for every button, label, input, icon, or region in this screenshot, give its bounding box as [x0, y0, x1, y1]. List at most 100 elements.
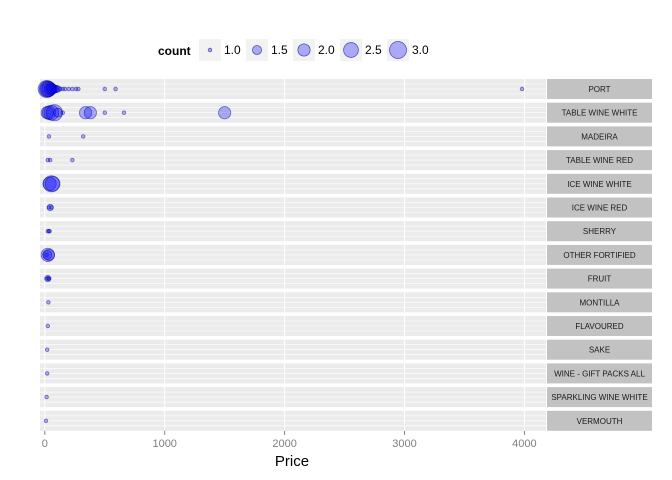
facet-panel: FRUIT: [40, 268, 652, 289]
facet-strip: [547, 268, 652, 289]
data-bubble: [79, 106, 93, 120]
data-bubble: [113, 86, 118, 92]
x-tick-label: 0: [42, 438, 48, 450]
x-axis-title: Price: [275, 453, 309, 470]
data-bubble: [44, 347, 50, 352]
facet-strip: [547, 102, 652, 123]
legend-label: 1.0: [224, 43, 241, 57]
facet-panel: VERMOUTH: [40, 410, 652, 431]
facet-panel: TABLE WINE RED: [40, 150, 652, 171]
facet-strip-label: TABLE WINE WHITE: [562, 109, 638, 118]
facet-strip: [547, 79, 652, 99]
data-bubble: [45, 323, 50, 329]
data-bubble: [44, 371, 50, 376]
data-bubble: [44, 252, 49, 258]
legend-key-bubble: [297, 43, 311, 57]
facet-strip-label: WINE - GIFT PACKS ALL: [554, 369, 645, 378]
facet-strip: [547, 173, 652, 194]
facet-strip-label: ICE WINE WHITE: [567, 180, 631, 189]
legend-key-bubble: [389, 41, 407, 59]
legend-key: [246, 39, 268, 61]
facet-panel: ICE WINE RED: [40, 197, 652, 218]
facet-panel: ICE WINE WHITE: [40, 173, 652, 194]
facet-strip: [547, 316, 652, 336]
legend-label: 2.5: [365, 43, 382, 57]
data-bubble: [80, 134, 86, 139]
facet-strip-label: SHERRY: [583, 227, 617, 236]
data-bubble: [519, 86, 525, 92]
facet-strip-label: MADEIRA: [581, 132, 618, 141]
x-tick-label: 2000: [272, 438, 296, 450]
facet-panel: WINE - GIFT PACKS ALL: [40, 363, 652, 384]
data-bubble: [46, 134, 52, 139]
data-bubble: [43, 418, 49, 423]
legend: count 1.0 1.5 2.0 2.5 3.0: [158, 39, 429, 61]
facet-panel: PORT: [37, 79, 652, 99]
facet-panel: TABLE WINE WHITE: [40, 102, 652, 123]
data-bubble: [52, 84, 61, 94]
facet-strip: [547, 292, 652, 313]
facet-strip: [547, 410, 652, 431]
facet-strip-label: TABLE WINE RED: [566, 156, 633, 165]
facet-strip: [547, 244, 652, 265]
data-bubble: [42, 249, 53, 260]
data-bubble: [102, 86, 107, 92]
facet-panel: FLAVOURED: [40, 316, 652, 336]
legend-key-bubble: [252, 45, 262, 55]
data-bubble: [44, 394, 49, 400]
facet-panel: OTHER FORTIFIED: [40, 244, 652, 265]
legend-key-bubble: [207, 47, 213, 53]
data-bubble: [46, 300, 51, 305]
facet-strip: [547, 221, 652, 242]
x-tick-label: 4000: [512, 438, 536, 450]
facet-strip-label: SAKE: [589, 346, 610, 355]
data-bubble: [218, 106, 232, 120]
data-bubble: [44, 175, 61, 192]
data-bubble: [46, 276, 52, 281]
data-bubble: [62, 86, 68, 92]
data-bubble: [53, 107, 63, 118]
legend-label: 3.0: [412, 43, 429, 57]
facet-strip: [547, 363, 652, 384]
facet-strip-label: ICE WINE RED: [572, 204, 628, 213]
facet-panel: SAKE: [40, 339, 652, 360]
data-bubble: [66, 86, 71, 92]
facet-strip: [547, 197, 652, 218]
data-bubble: [49, 205, 54, 210]
facet-strip-label: OTHER FORTIFIED: [563, 251, 636, 260]
data-bubble: [102, 110, 107, 115]
legend-title: count: [158, 44, 191, 58]
data-bubble: [47, 157, 53, 163]
legend-key-bubble: [343, 42, 359, 58]
data-bubble: [43, 248, 55, 261]
facet-strip: [547, 150, 652, 171]
data-bubble: [42, 175, 60, 193]
x-tick-label: 1000: [152, 438, 176, 450]
facet-panel: SHERRY: [40, 221, 652, 242]
data-bubble: [70, 157, 75, 163]
facet-strip-label: FLAVOURED: [575, 322, 624, 331]
facet-strip-label: SPARKLING WINE WHITE: [551, 393, 647, 402]
facet-strip-label: MONTILLA: [579, 298, 620, 307]
data-bubble: [60, 110, 65, 115]
data-bubble: [47, 228, 52, 234]
legend-key: [293, 39, 315, 61]
facet-panels: PORT TABLE WINE WHITE MADEIRA TABLE WINE RE…: [37, 79, 652, 431]
x-axis: 0 1000 2000 3000 4000: [42, 430, 537, 450]
data-bubble: [70, 86, 75, 92]
facet-strip: [547, 126, 652, 147]
facet-strip-label: VERMOUTH: [577, 417, 623, 426]
facet-strip: [547, 387, 652, 408]
x-tick-label: 3000: [392, 438, 416, 450]
facet-panel: MONTILLA: [40, 292, 652, 313]
legend-key: [387, 39, 409, 61]
legend-key: [199, 39, 221, 61]
facet-panel: SPARKLING WINE WHITE: [40, 387, 652, 408]
legend-label: 1.5: [271, 43, 288, 57]
legend-label: 2.0: [318, 43, 335, 57]
data-bubble: [83, 106, 97, 120]
facet-strip-label: PORT: [588, 85, 610, 94]
data-bubble: [121, 110, 127, 115]
